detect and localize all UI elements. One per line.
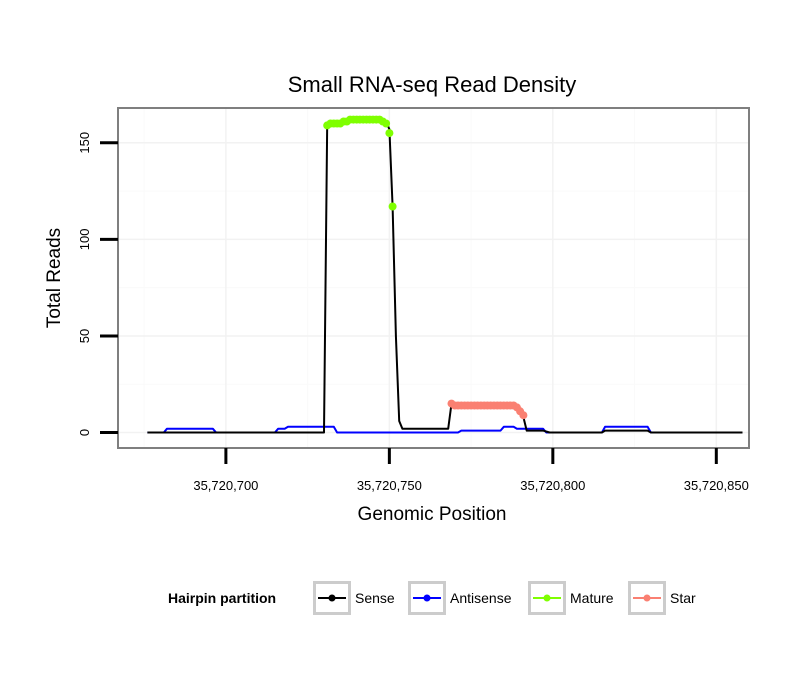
legend-title: Hairpin partition bbox=[168, 590, 276, 606]
legend: Hairpin partition Sense Antisense Mature St… bbox=[168, 581, 696, 615]
legend-label: Mature bbox=[570, 590, 614, 606]
x-tick-label: 35,720,750 bbox=[357, 478, 422, 493]
y-axis-title: Total Reads bbox=[44, 228, 65, 328]
x-tick-label: 35,720,700 bbox=[193, 478, 258, 493]
data-point-mature bbox=[388, 202, 397, 211]
y-tick-label: 150 bbox=[77, 132, 92, 154]
plot-panel-border bbox=[117, 107, 750, 449]
y-tick-label: 50 bbox=[77, 329, 92, 343]
series-layer bbox=[147, 115, 743, 434]
legend-entries: Sense Antisense Mature Star bbox=[313, 581, 696, 615]
legend-entry-star: Star bbox=[628, 581, 696, 615]
y-tick-label: 0 bbox=[77, 429, 92, 436]
x-axis-title: Genomic Position bbox=[358, 504, 507, 525]
chart-title: Small RNA-seq Read Density bbox=[288, 72, 577, 97]
major-grid bbox=[118, 108, 749, 448]
legend-key-dot bbox=[423, 594, 431, 602]
y-tick-label: 100 bbox=[77, 229, 92, 251]
plot-panel-background bbox=[118, 108, 749, 448]
legend-key-dot bbox=[328, 594, 336, 602]
legend-label: Sense bbox=[355, 590, 395, 606]
x-tick-label: 35,720,800 bbox=[520, 478, 585, 493]
legend-entry-antisense: Antisense bbox=[408, 581, 512, 615]
y-axis: 0 50 100 150 bbox=[77, 132, 118, 436]
legend-key-dot bbox=[643, 594, 651, 602]
legend-key-dot bbox=[543, 594, 551, 602]
x-axis: 35,720,700 35,720,750 35,720,800 35,720,850 bbox=[193, 448, 749, 493]
data-point-mature bbox=[382, 119, 391, 128]
minor-grid bbox=[118, 108, 749, 448]
legend-entry-sense: Sense bbox=[313, 581, 395, 615]
data-point-star bbox=[519, 411, 528, 420]
legend-label: Antisense bbox=[450, 590, 512, 606]
data-point-mature bbox=[385, 129, 394, 138]
legend-entry-mature: Mature bbox=[528, 581, 614, 615]
legend-label: Star bbox=[670, 590, 696, 606]
x-tick-label: 35,720,850 bbox=[684, 478, 749, 493]
plot-area bbox=[117, 107, 750, 449]
